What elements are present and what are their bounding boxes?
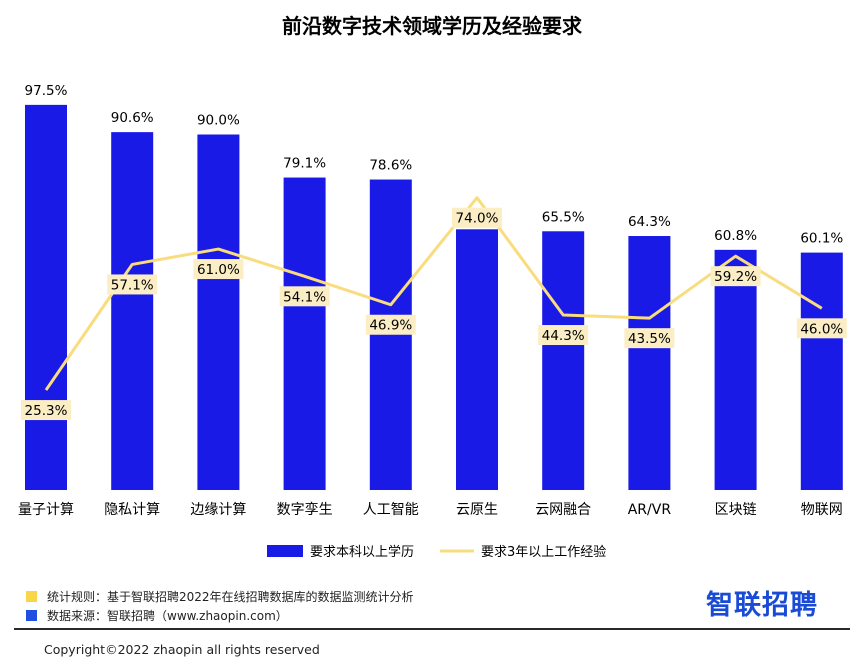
- zhaopin-logo: 智联招聘: [706, 590, 818, 621]
- bar-9: [800, 252, 843, 490]
- footer-divider: [14, 628, 850, 630]
- copyright-text: Copyright©2022 zhaopin all rights reserv…: [44, 642, 320, 657]
- bars-group: [25, 104, 843, 491]
- footer-rule: 统计规则：基于智联招聘2022年在线招聘数据库的数据监测统计分析: [26, 588, 414, 605]
- bar-3: [283, 177, 326, 490]
- footer-source: 数据来源：智联招聘（www.zhaopin.com）: [26, 607, 288, 624]
- source-marker: [26, 610, 37, 621]
- category-label-8: 区块链: [715, 502, 757, 518]
- category-label-7: AR/VR: [628, 502, 672, 518]
- line-label-bg-4: [365, 314, 416, 335]
- line-value-label-8: 59.2%: [714, 269, 757, 285]
- line-label-bg-2: [193, 259, 244, 280]
- bar-2: [197, 134, 240, 490]
- category-label-2: 边缘计算: [190, 502, 246, 518]
- line-label-bg-7: [624, 328, 675, 349]
- footer-source-text: 数据来源：智联招聘（www.zhaopin.com）: [47, 609, 288, 623]
- legend-bar-swatch: [267, 545, 303, 557]
- line-value-label-9: 46.0%: [800, 321, 843, 337]
- category-label-5: 云原生: [456, 502, 498, 518]
- line-value-label-3: 54.1%: [283, 289, 326, 305]
- category-labels-group: 量子计算 隐私计算 边缘计算 数字孪生 人工智能 云原生 云网融合 AR/VR 区块链 物联网: [18, 501, 843, 518]
- bar-value-label-9: 60.1%: [800, 231, 843, 247]
- line-label-bg-9: [796, 318, 847, 339]
- category-label-3: 数字孪生: [277, 501, 333, 518]
- line-value-label-7: 43.5%: [628, 331, 671, 347]
- rule-marker: [26, 591, 37, 602]
- category-label-9: 物联网: [801, 502, 843, 518]
- footer-rule-text: 统计规则：基于智联招聘2022年在线招聘数据库的数据监测统计分析: [47, 590, 414, 604]
- bar-value-label-7: 64.3%: [628, 214, 671, 230]
- category-label-4: 人工智能: [363, 502, 419, 518]
- line-label-bg-0: [21, 400, 71, 421]
- line-value-label-1: 57.1%: [111, 277, 154, 293]
- bar-value-label-8: 60.8%: [714, 228, 757, 244]
- line-value-label-0: 25.3%: [25, 403, 68, 419]
- bar-value-label-1: 90.6%: [111, 110, 154, 126]
- bar-value-label-6: 65.5%: [542, 209, 585, 225]
- line-label-bg-3: [279, 286, 330, 307]
- bar-1: [111, 132, 154, 490]
- bar-0: [25, 104, 67, 490]
- line-value-label-6: 44.3%: [542, 328, 585, 344]
- chart-title: 前沿数字技术领域学历及经验要求: [282, 14, 583, 38]
- line-series: [44, 196, 823, 391]
- category-label-0: 量子计算: [18, 502, 74, 518]
- legend-line-label: 要求3年以上工作经验: [481, 544, 606, 560]
- line-group: 25.3% 57.1% 61.0% 54.1% 46.9% 74.0% 44.3% 43.5%…: [21, 196, 847, 421]
- bar-value-label-2: 90.0%: [197, 113, 240, 129]
- line-label-bg-1: [107, 274, 158, 295]
- bar-5: [456, 229, 498, 491]
- bar-8: [714, 249, 757, 490]
- line-label-bg-8: [710, 266, 761, 287]
- legend-bar-label: 要求本科以上学历: [310, 544, 414, 560]
- category-label-6: 云网融合: [535, 502, 591, 518]
- line-value-label-4: 46.9%: [369, 318, 412, 334]
- bar-7: [628, 236, 671, 490]
- line-label-bg-6: [538, 325, 589, 346]
- legend: 要求本科以上学历 要求3年以上工作经验: [267, 544, 606, 560]
- line-label-bg-5: [452, 207, 502, 228]
- line-value-label-5: 74.0%: [456, 211, 499, 227]
- bar-value-label-3: 79.1%: [283, 156, 326, 172]
- bar-value-label-4: 78.6%: [369, 158, 412, 174]
- line-value-label-2: 61.0%: [197, 262, 240, 278]
- bar-6: [542, 231, 585, 490]
- bar-value-label-0: 97.5%: [25, 83, 68, 99]
- bar-4: [369, 179, 412, 490]
- category-label-1: 隐私计算: [104, 502, 160, 518]
